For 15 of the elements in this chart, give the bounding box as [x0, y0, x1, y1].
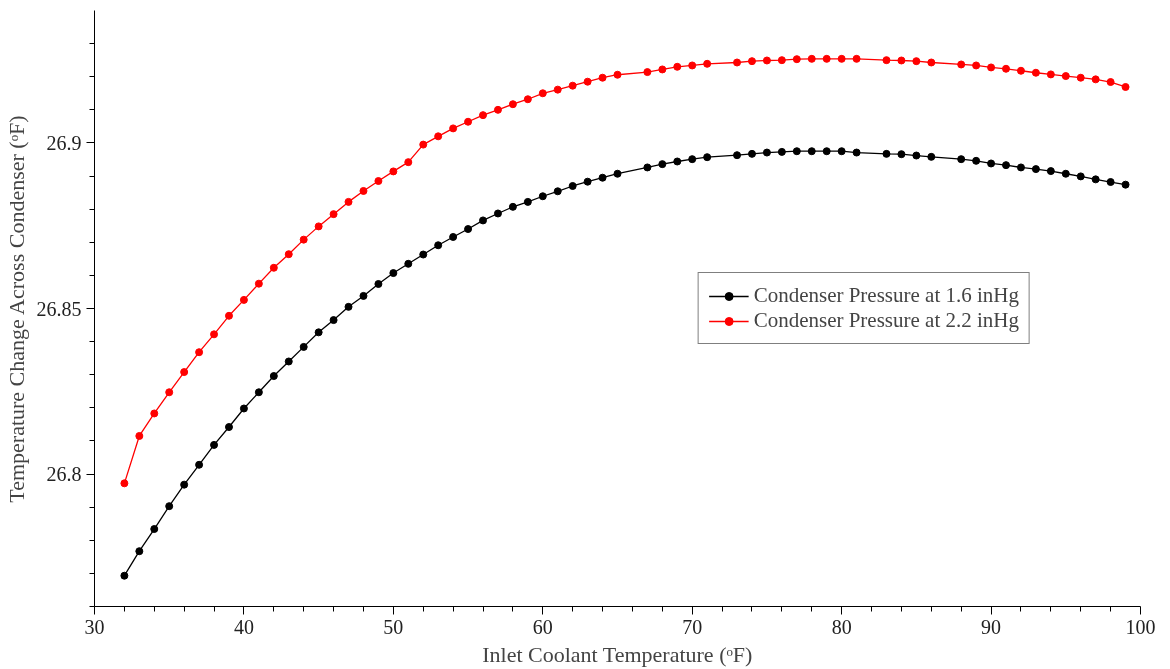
legend-label: Condenser Pressure at 2.2 inHg: [753, 308, 1019, 333]
x-tick-label: 50: [383, 615, 404, 638]
x-tick-label: 40: [233, 615, 254, 638]
y-tick-label: 26.85: [36, 297, 82, 320]
x-tick-label: 100: [1125, 615, 1156, 638]
x-tick-label: 30: [84, 615, 105, 638]
x-tick-label: 90: [981, 615, 1002, 638]
y-tick-label: 26.9: [46, 131, 82, 154]
y-axis-title: Temperature Change Across Condenser (ᵒF): [3, 115, 29, 503]
x-axis-title: Inlet Coolant Temperature (ᵒF): [482, 641, 753, 667]
y-tick-label: 26.8: [46, 463, 82, 486]
x-tick-label: 70: [682, 615, 703, 638]
legend-label: Condenser Pressure at 1.6 inHg: [753, 283, 1019, 308]
x-tick-label: 60: [532, 615, 553, 638]
x-tick-label: 80: [831, 615, 852, 638]
